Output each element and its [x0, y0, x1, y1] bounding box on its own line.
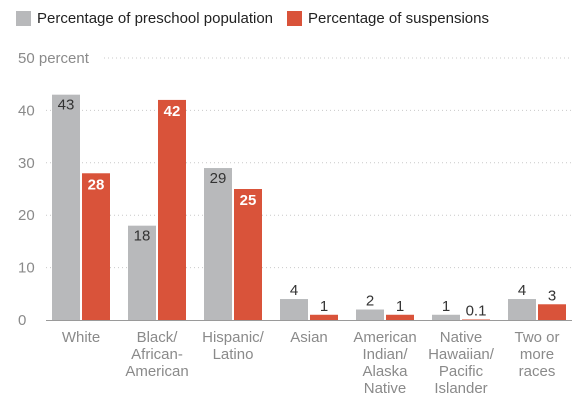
x-category-label: Islander: [434, 380, 487, 397]
y-tick-label: 10: [18, 260, 35, 277]
bar-suspensions: [538, 304, 566, 320]
y-tick-label: 0: [18, 312, 26, 329]
x-category-label: Pacific: [439, 363, 484, 380]
data-label-preschool: 4: [518, 282, 526, 299]
x-category-label: Indian/: [362, 346, 408, 363]
legend-label-suspensions: Percentage of suspensions: [308, 9, 489, 27]
x-category-label: Asian: [290, 329, 328, 346]
data-label-preschool: 1: [442, 298, 450, 315]
data-label-preschool: 2: [366, 293, 374, 310]
data-label-suspensions: 0.1: [466, 302, 487, 319]
x-category-label: Hawaiian/: [428, 346, 495, 363]
x-category-label: Alaska: [362, 363, 408, 380]
data-label-suspensions: 42: [164, 103, 181, 120]
bar-suspensions: [158, 99, 186, 320]
legend-item-suspensions: Percentage of suspensions: [287, 10, 489, 27]
x-category-label: races: [519, 363, 556, 380]
legend-swatch-preschool: [16, 10, 31, 26]
y-tick-label: 30: [18, 155, 35, 172]
bar-suspensions: [82, 173, 110, 320]
bar-preschool: [52, 94, 80, 321]
legend-label-preschool: Percentage of preschool population: [37, 9, 274, 27]
x-category-label: Black/: [137, 329, 179, 346]
bar-suspensions: [234, 189, 262, 320]
bar-suspensions: [310, 314, 338, 320]
x-category-label: African-: [131, 346, 183, 363]
x-category-label: Two or: [514, 329, 559, 346]
x-category-label: Hispanic/: [202, 329, 265, 346]
legend-swatch-suspensions: [287, 10, 303, 26]
legend: Percentage of preschool population Perce…: [16, 6, 503, 30]
data-label-suspensions: 28: [88, 176, 105, 193]
data-label-suspensions: 25: [240, 192, 257, 209]
legend-item-preschool: Percentage of preschool population: [16, 10, 273, 27]
x-category-label: American: [125, 363, 188, 380]
bar-preschool: [508, 299, 536, 320]
bar-preschool: [204, 168, 232, 320]
y-tick-label: 20: [18, 207, 35, 224]
data-label-suspensions: 3: [548, 287, 556, 304]
bar-suspensions: [386, 314, 414, 320]
data-label-preschool: 29: [210, 170, 227, 187]
bar-preschool: [280, 299, 308, 320]
y-tick-label: 40: [18, 102, 35, 119]
data-label-suspensions: 1: [320, 298, 328, 315]
x-category-label: Native: [440, 329, 483, 346]
x-category-label: White: [62, 329, 100, 346]
data-label-preschool: 18: [134, 228, 151, 245]
bar-preschool: [356, 309, 384, 320]
data-label-preschool: 4: [290, 282, 298, 299]
x-category-label: American: [353, 329, 416, 346]
x-category-label: more: [520, 346, 554, 363]
bar-preschool: [432, 314, 460, 320]
x-category-label: Native: [364, 380, 407, 397]
data-label-suspensions: 1: [396, 298, 404, 315]
data-label-preschool: 43: [58, 97, 75, 114]
bar-suspensions: [462, 319, 490, 320]
y-tick-label: 50 percent: [18, 50, 90, 67]
bar-preschool: [128, 225, 156, 320]
x-category-label: Latino: [213, 346, 254, 363]
